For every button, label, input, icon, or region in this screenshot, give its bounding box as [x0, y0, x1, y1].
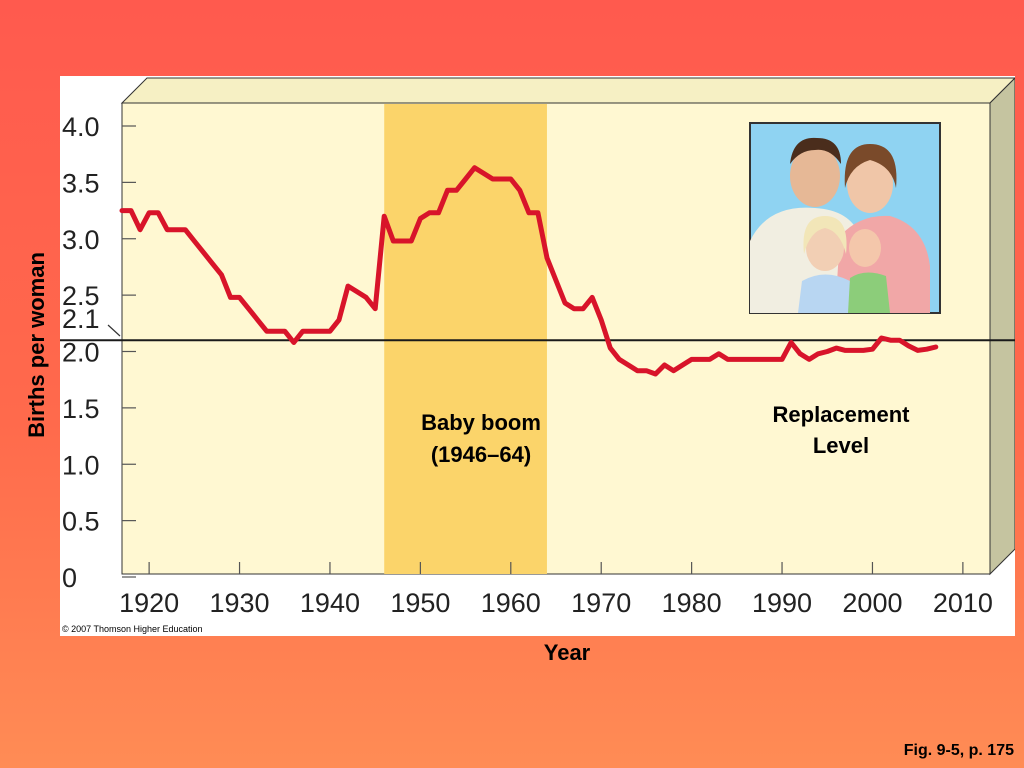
baby-boom-band [384, 104, 547, 574]
copyright-text: © 2007 Thomson Higher Education [62, 624, 203, 634]
y-tick-label: 3.5 [62, 168, 100, 198]
x-tick-label: 1980 [662, 588, 722, 618]
y-tick-label: 3.0 [62, 225, 100, 255]
box-side-face [989, 76, 1016, 576]
chart-panel: 0 0.5 1.0 1.5 2.0 2.5 3.0 3.5 4.0 1920 1930 1940 195… [60, 76, 1017, 636]
x-tick-label: 1960 [481, 588, 541, 618]
family-photo-icon [749, 122, 941, 314]
replacement-level-label-line1: Replacement [773, 402, 911, 427]
y-tick-label: 1.5 [62, 394, 100, 424]
x-tick-label: 2010 [933, 588, 993, 618]
line-chart: 0 0.5 1.0 1.5 2.0 2.5 3.0 3.5 4.0 1920 1930 1940 195… [60, 76, 1017, 634]
y-tick-label: 4.0 [62, 112, 100, 142]
y-axis-title-wrap: Births per woman [4, 205, 60, 485]
baby-boom-label-line1: Baby boom [421, 410, 541, 435]
replacement-level-label-line2: Level [813, 433, 869, 458]
x-tick-label: 1970 [571, 588, 631, 618]
y-tick-label: 0.5 [62, 507, 100, 537]
replacement-level-tick-label: 2.1 [62, 304, 100, 334]
fertility-rate-series-line [119, 165, 939, 377]
y-tick-label: 1.0 [62, 450, 100, 480]
baby-boom-label-line2: (1946–64) [431, 442, 531, 467]
y-tick-label: 2.0 [62, 338, 100, 368]
y-tick-label: 2.5 [62, 281, 100, 311]
x-tick-label: 1940 [300, 588, 360, 618]
x-axis-title: Year [543, 640, 591, 665]
figure-reference: Fig. 9-5, p. 175 [903, 742, 1014, 759]
x-tick-label: 1930 [210, 588, 270, 618]
replacement-level-tick-connector [107, 324, 121, 337]
x-tick-label: 2000 [842, 588, 902, 618]
y-tick-label: 0 [62, 563, 77, 593]
x-tick-label: 1990 [752, 588, 812, 618]
x-tick-label: 1920 [119, 588, 179, 618]
box-top-face [120, 77, 1017, 104]
x-tick-label: 1950 [390, 588, 450, 618]
y-axis-title: Births per woman [24, 252, 49, 438]
